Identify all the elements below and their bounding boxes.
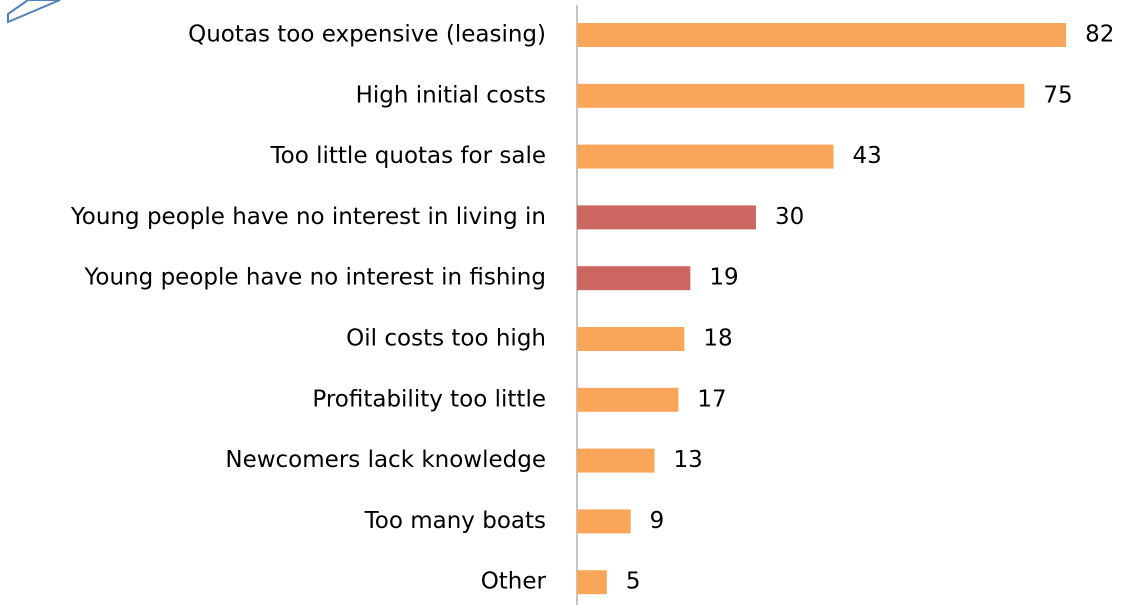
category-label: High initial costs: [356, 82, 546, 108]
decor-arrow: [7, 0, 61, 24]
bar: [577, 83, 1025, 108]
value-label: 5: [626, 569, 641, 595]
category-label: Oil costs too high: [346, 326, 546, 352]
bar: [577, 23, 1067, 47]
value-label: 43: [852, 143, 881, 169]
bar: [577, 448, 655, 473]
category-label: Young people have no interest in living …: [70, 204, 546, 230]
category-label: Newcomers lack knowledge: [225, 447, 546, 473]
category-label: Too little quotas for sale: [270, 143, 546, 169]
bar: [577, 387, 679, 412]
bar: [577, 327, 685, 351]
category-label: Young people have no interest in fishing: [83, 265, 546, 291]
category-label: Too many boats: [364, 508, 546, 534]
value-label: 9: [650, 508, 665, 534]
value-label: 82: [1085, 22, 1114, 48]
value-label: 30: [775, 204, 804, 230]
value-label: 19: [709, 265, 738, 291]
bar: [577, 144, 834, 169]
bar: [577, 205, 756, 230]
category-label: Quotas too expensive (leasing): [188, 22, 546, 48]
value-label: 18: [703, 326, 732, 352]
category-label: Profitability too little: [312, 386, 546, 412]
category-label: Other: [481, 569, 547, 595]
bar: [577, 266, 691, 291]
value-label: 75: [1043, 82, 1072, 108]
bar: [577, 509, 631, 534]
value-label: 13: [674, 447, 703, 473]
value-label: 17: [697, 386, 726, 412]
bar: [577, 570, 607, 595]
